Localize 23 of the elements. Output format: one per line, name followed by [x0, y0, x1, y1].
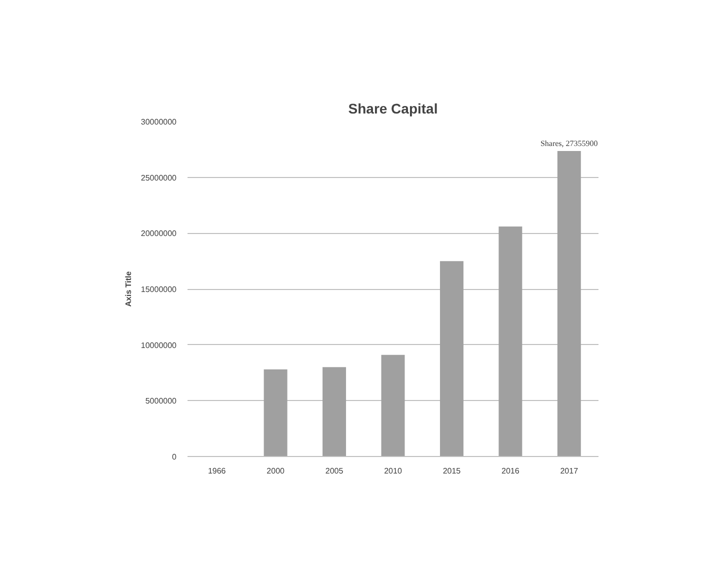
- bar: [381, 354, 405, 456]
- x-tick-label: 2017: [560, 466, 579, 476]
- bar: [498, 226, 522, 456]
- y-axis-title: Axis Title: [124, 270, 133, 307]
- y-tick-label: 10000000: [140, 340, 178, 350]
- x-tick-label: 1966: [208, 466, 226, 476]
- bar: [557, 151, 581, 456]
- data-label: Shares, 27355900: [540, 139, 598, 148]
- x-tick-label: 2005: [325, 466, 344, 476]
- bar: [264, 369, 288, 456]
- x-tick-label: 2016: [502, 466, 520, 476]
- chart-title: Share Capital: [348, 100, 438, 116]
- x-tick-label: 2010: [384, 466, 402, 476]
- x-tick-label: 2000: [266, 466, 286, 476]
- y-tick-label: 30000000: [140, 118, 178, 126]
- x-tick-label: 2015: [442, 466, 462, 476]
- y-tick-label: 15000000: [140, 285, 178, 294]
- y-tick-label: 0: [172, 452, 178, 462]
- y-tick-label: 25000000: [140, 173, 178, 182]
- bar: [440, 261, 464, 456]
- bar: [322, 367, 346, 456]
- y-tick-label: 5000000: [145, 396, 178, 406]
- y-tick-label: 20000000: [140, 229, 178, 238]
